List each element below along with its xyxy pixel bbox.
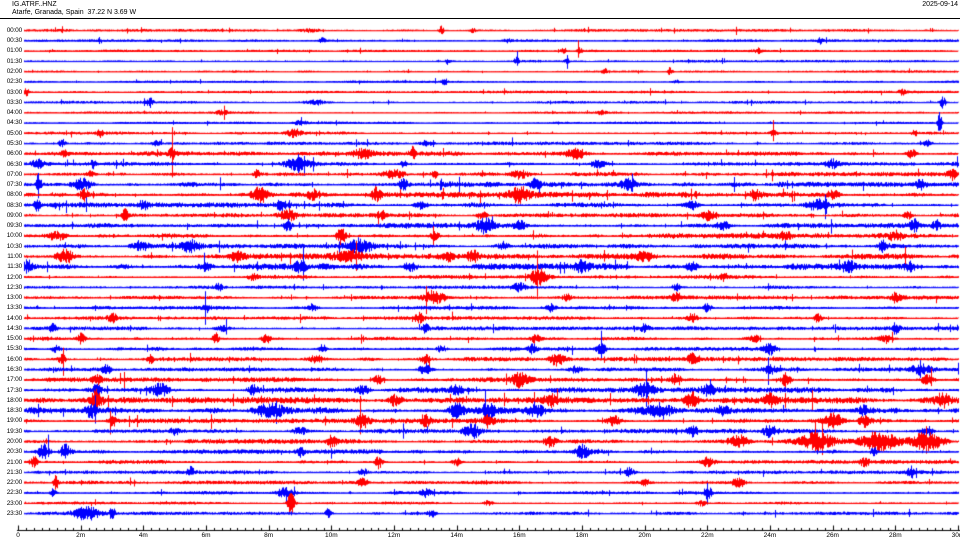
- station-location: Atarfe, Granada, Spain 37.22 N 3.69 W: [12, 9, 137, 16]
- row-time-label: 06:30: [6, 160, 22, 168]
- row-time-label: 13:00: [6, 294, 22, 302]
- row-time-label: 22:00: [6, 479, 22, 487]
- row-time-label: 18:00: [6, 396, 22, 404]
- row-time-label: 03:30: [6, 98, 22, 106]
- x-axis-tick-label: 12m: [387, 532, 401, 539]
- row-time-label: 09:30: [6, 222, 22, 230]
- row-time-label: 21:30: [6, 468, 22, 476]
- row-time-label: 11:00: [7, 252, 22, 260]
- row-time-label: 03:00: [6, 88, 22, 96]
- station-info: IG.ATRF..HNZ Atarfe, Granada, Spain 37.2…: [12, 1, 136, 17]
- row-time-label: 17:30: [6, 386, 22, 394]
- row-time-label: 18:30: [6, 407, 22, 415]
- x-axis-tick-label: 8m: [264, 532, 274, 539]
- row-time-label: 00:30: [6, 37, 22, 45]
- row-time-label: 12:30: [6, 283, 22, 291]
- row-time-label: 15:30: [6, 345, 22, 353]
- row-time-label: 09:00: [6, 211, 22, 219]
- row-time-label: 17:00: [6, 376, 22, 384]
- row-time-label: 16:30: [6, 366, 22, 374]
- row-time-label: 05:00: [6, 129, 22, 137]
- x-axis-tick-label: 16m: [513, 532, 526, 539]
- x-axis-tick-label: 22m: [701, 532, 714, 539]
- row-time-label: 21:00: [6, 458, 22, 466]
- row-time-label: 02:00: [6, 68, 22, 75]
- x-axis-tick-label: 2m: [76, 532, 86, 539]
- x-axis-tick-label: 18m: [575, 532, 589, 539]
- row-time-label: 05:30: [6, 139, 22, 147]
- record-date: 2025-09-14: [922, 1, 958, 8]
- header-separator: [0, 18, 960, 19]
- row-time-label: 04:30: [6, 119, 22, 127]
- row-time-label: 11:30: [7, 263, 22, 271]
- row-time-label: 01:30: [6, 57, 22, 65]
- row-time-label: 00:00: [6, 26, 22, 34]
- row-time-label: 20:00: [6, 437, 22, 445]
- row-time-label: 19:30: [6, 427, 22, 435]
- x-axis-tick-label: 0: [16, 532, 20, 539]
- row-time-label: 10:30: [6, 242, 22, 250]
- row-time-label: 13:30: [6, 304, 22, 312]
- row-time-label: 07:30: [6, 181, 22, 189]
- row-time-label: 14:30: [6, 324, 22, 332]
- x-axis-tick-label: 30m: [951, 532, 960, 539]
- row-time-label: 12:00: [6, 273, 22, 281]
- row-time-label: 15:00: [6, 335, 22, 343]
- row-time-label: 16:00: [6, 355, 22, 363]
- x-axis-tick-label: 4m: [138, 532, 148, 539]
- x-axis-tick-label: 14m: [450, 532, 463, 539]
- header: IG.ATRF..HNZ Atarfe, Granada, Spain 37.2…: [12, 1, 958, 17]
- row-time-label: 10:00: [6, 232, 22, 240]
- x-axis-tick-label: 26m: [826, 532, 839, 539]
- x-axis-tick-label: 28m: [889, 532, 902, 539]
- row-time-label: 01:00: [6, 47, 22, 55]
- row-time-label: 22:30: [6, 489, 22, 497]
- row-time-label: 08:00: [6, 191, 22, 199]
- row-time-label: 14:00: [6, 314, 22, 322]
- row-time-label: 04:00: [6, 109, 22, 117]
- row-time-label: 07:00: [6, 170, 22, 178]
- row-time-label: 23:30: [6, 509, 22, 517]
- row-time-label: 19:00: [6, 417, 22, 425]
- row-time-label: 23:00: [6, 499, 22, 507]
- x-axis-tick-label: 24m: [763, 532, 777, 539]
- x-axis-tick-label: 20m: [638, 532, 651, 539]
- station-code: IG.ATRF..HNZ: [12, 1, 57, 8]
- row-time-label: 08:30: [6, 201, 22, 209]
- x-axis-tick-label: 10m: [325, 532, 338, 539]
- row-time-label: 20:30: [6, 448, 22, 456]
- row-time-label: 06:00: [6, 150, 22, 158]
- x-axis-tick-label: 6m: [201, 532, 211, 539]
- row-time-label: 02:30: [6, 78, 22, 86]
